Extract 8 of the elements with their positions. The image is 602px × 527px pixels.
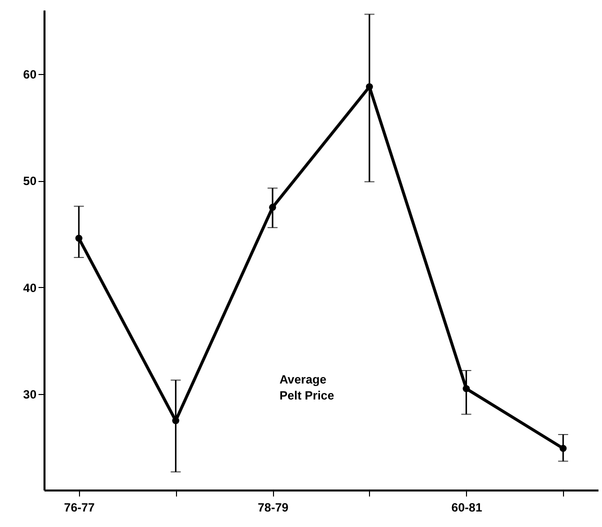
y-tick-label: 60: [23, 68, 37, 82]
x-tick-label: 78-79: [258, 500, 289, 514]
y-tick-label: 40: [23, 280, 37, 295]
annotation: Average Pelt Price: [279, 372, 334, 403]
x-tick-label: 60-81: [451, 500, 482, 514]
y-tick-label: 30: [23, 388, 37, 402]
x-tick-label: 76-77: [64, 500, 96, 514]
y-tick-label: 50: [23, 174, 37, 188]
